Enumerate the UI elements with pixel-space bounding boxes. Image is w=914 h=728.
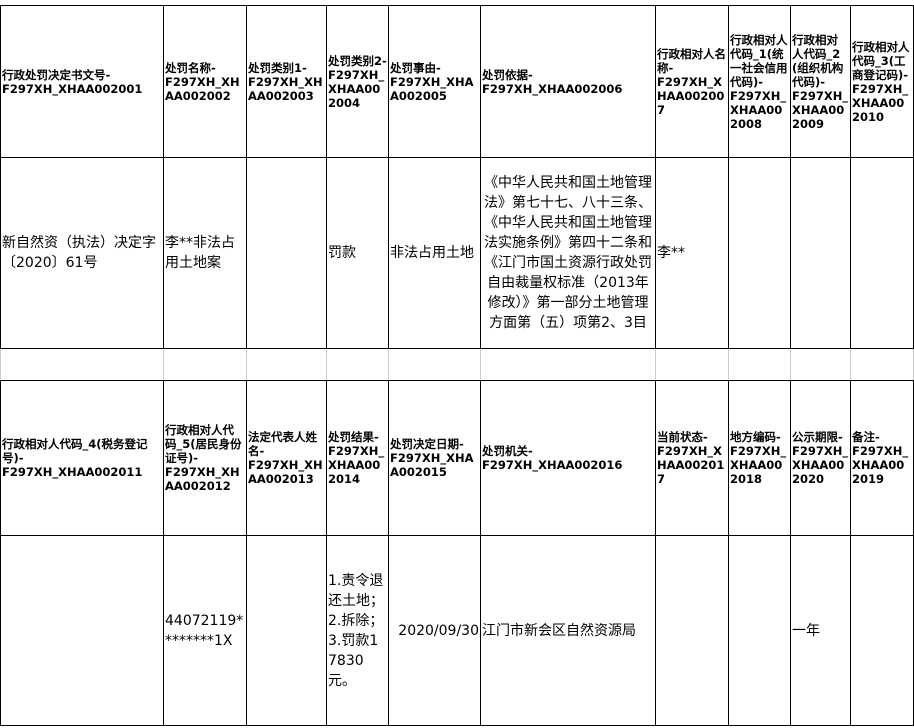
data-row: 44072119********1X 1.责令退还土地；2.拆除；3.罚款1783… bbox=[0, 535, 914, 726]
header-label: 处罚依据- bbox=[482, 67, 533, 82]
column-header: 处罚事由- F297XH_XHAA002005 bbox=[388, 5, 481, 158]
empty-cell bbox=[0, 348, 164, 381]
empty-cell bbox=[850, 348, 914, 381]
header-code: F297XH_XHAA002018 bbox=[730, 444, 787, 486]
table-cell bbox=[655, 535, 729, 726]
column-header: 行政相对人名称- F297XH_XHAA002007 bbox=[655, 5, 729, 158]
table-cell bbox=[728, 157, 791, 349]
header-label: 行政相对人代码_1(统一社会信用代码)- bbox=[730, 32, 788, 89]
table-cell: 李** bbox=[655, 157, 729, 349]
column-header: 行政相对人代码_4(税务登记号)- F297XH_XHAA002011 bbox=[0, 380, 164, 536]
empty-cell bbox=[246, 348, 327, 381]
data-row: 新自然资（执法）决定字〔2020〕61号 李**非法占用土地案 罚款 非法占用土地 《中… bbox=[0, 157, 914, 349]
table-cell: 罚款 bbox=[326, 157, 389, 349]
empty-cell bbox=[326, 348, 389, 381]
column-header: 公示期限- F297XH_XHAA002020 bbox=[790, 380, 851, 536]
header-label: 处罚类别1- bbox=[248, 60, 307, 75]
table-cell: 李**非法占用土地案 bbox=[163, 157, 247, 349]
header-code: F297XH_XHAA002009 bbox=[792, 88, 849, 131]
table-cell: 江门市新会区自然资源局 bbox=[480, 535, 656, 726]
table-cell: 1.责令退还土地；2.拆除；3.罚款17830元。 bbox=[326, 535, 389, 726]
header-row: 行政相对人代码_4(税务登记号)- F297XH_XHAA002011 行政相对人代… bbox=[0, 380, 914, 536]
table-cell bbox=[850, 157, 914, 349]
header-code: F297XH_XHAA002005 bbox=[390, 74, 474, 103]
header-label: 处罚类别2- bbox=[328, 53, 387, 68]
header-label: 处罚结果- bbox=[328, 430, 379, 444]
header-code: F297XH_XHAA002016 bbox=[482, 458, 623, 472]
empty-cell bbox=[790, 348, 851, 381]
column-header: 处罚类别2- F297XH_XHAA002004 bbox=[326, 5, 389, 158]
empty-cell bbox=[480, 348, 656, 381]
column-header: 处罚机关- F297XH_XHAA002016 bbox=[480, 380, 656, 536]
table-cell: 非法占用土地 bbox=[388, 157, 481, 349]
column-header: 处罚决定日期- F297XH_XHAA002015 bbox=[388, 380, 481, 536]
table-cell: 新自然资（执法）决定字〔2020〕61号 bbox=[0, 157, 164, 349]
column-header: 行政处罚决定书文号- F297XH_XHAA002001 bbox=[0, 5, 164, 158]
table-cell bbox=[728, 535, 791, 726]
empty-cell bbox=[655, 348, 729, 381]
column-header: 处罚类别1- F297XH_XHAA002003 bbox=[246, 5, 327, 158]
header-code: F297XH_XHAA002002 bbox=[165, 74, 240, 103]
header-code: F297XH_XHAA002006 bbox=[482, 81, 623, 96]
header-label: 行政相对人代码_4(税务登记号)- bbox=[2, 437, 148, 465]
table-cell: 2020/09/30 bbox=[388, 535, 481, 726]
header-label: 行政相对人代码_3(工商登记码)- bbox=[852, 39, 910, 82]
table-cell: 一年 bbox=[790, 535, 851, 726]
empty-cell bbox=[388, 348, 481, 381]
header-row: 行政处罚决定书文号- F297XH_XHAA002001 处罚名称- F297XH_X… bbox=[0, 5, 914, 158]
empty-cell bbox=[163, 348, 247, 381]
spacer-row bbox=[0, 348, 914, 381]
column-header: 处罚名称- F297XH_XHAA002002 bbox=[163, 5, 247, 158]
header-code: F297XH_XHAA002012 bbox=[165, 465, 240, 493]
column-header: 地方编码- F297XH_XHAA002018 bbox=[728, 380, 791, 536]
header-label: 备注- bbox=[852, 430, 880, 444]
header-code: F297XH_XHAA002020 bbox=[792, 444, 849, 486]
table-cell bbox=[246, 535, 327, 726]
header-label: 处罚名称- bbox=[165, 60, 216, 75]
column-header: 法定代表人姓名- F297XH_XHAA002013 bbox=[246, 380, 327, 536]
header-code: F297XH_XHAA002007 bbox=[657, 74, 725, 117]
header-code: F297XH_XHAA002004 bbox=[328, 67, 385, 110]
column-header: 行政相对人代码_2(组织机构代码)- F297XH_XHAA002009 bbox=[790, 5, 851, 158]
table-cell bbox=[246, 157, 327, 349]
header-code: F297XH_XHAA002003 bbox=[248, 74, 323, 103]
header-code: F297XH_XHAA002015 bbox=[390, 451, 474, 479]
header-label: 公示期限- bbox=[792, 430, 843, 444]
table-cell: 44072119********1X bbox=[163, 535, 247, 726]
column-header: 行政相对人代码_3(工商登记码)- F297XH_XHAA002010 bbox=[850, 5, 914, 158]
column-header: 行政相对人代码_1(统一社会信用代码)- F297XH_XHAA002008 bbox=[728, 5, 791, 158]
penalty-table: 行政处罚决定书文号- F297XH_XHAA002001 处罚名称- F297XH_X… bbox=[0, 5, 914, 726]
header-label: 行政处罚决定书文号- bbox=[2, 67, 111, 82]
header-code: F297XH_XHAA002001 bbox=[2, 81, 143, 96]
column-header: 当前状态- F297XH_XHAA002017 bbox=[655, 380, 729, 536]
column-header: 行政相对人代码_5(居民身份证号)- F297XH_XHAA002012 bbox=[163, 380, 247, 536]
header-code: F297XH_XHAA002010 bbox=[852, 81, 909, 124]
table-cell bbox=[790, 157, 851, 349]
header-code: F297XH_XHAA002014 bbox=[328, 444, 385, 486]
header-label: 行政相对人代码_2(组织机构代码)- bbox=[792, 32, 844, 89]
header-code: F297XH_XHAA002017 bbox=[657, 444, 725, 486]
header-label: 处罚决定日期- bbox=[390, 437, 464, 451]
header-label: 当前状态- bbox=[657, 430, 708, 444]
header-label: 地方编码- bbox=[730, 430, 781, 444]
empty-cell bbox=[728, 348, 791, 381]
header-code: F297XH_XHAA002008 bbox=[730, 88, 787, 131]
header-label: 行政相对人代码_5(居民身份证号)- bbox=[165, 423, 242, 465]
column-header: 处罚依据- F297XH_XHAA002006 bbox=[480, 5, 656, 158]
header-code: F297XH_XHAA002013 bbox=[248, 458, 323, 486]
header-code: F297XH_XHAA002019 bbox=[852, 444, 909, 486]
column-header: 备注- F297XH_XHAA002019 bbox=[850, 380, 914, 536]
table-cell bbox=[0, 535, 164, 726]
header-label: 法定代表人姓名- bbox=[248, 430, 317, 458]
header-code: F297XH_XHAA002011 bbox=[2, 465, 143, 479]
header-label: 处罚事由- bbox=[390, 60, 441, 75]
table-cell: 《中华人民共和国土地管理法》第七十七、八十三条、《中华人民共和国土地管理法实施条… bbox=[480, 157, 656, 349]
header-label: 处罚机关- bbox=[482, 444, 533, 458]
header-label: 行政相对人名称- bbox=[657, 46, 726, 75]
table-cell bbox=[850, 535, 914, 726]
column-header: 处罚结果- F297XH_XHAA002014 bbox=[326, 380, 389, 536]
